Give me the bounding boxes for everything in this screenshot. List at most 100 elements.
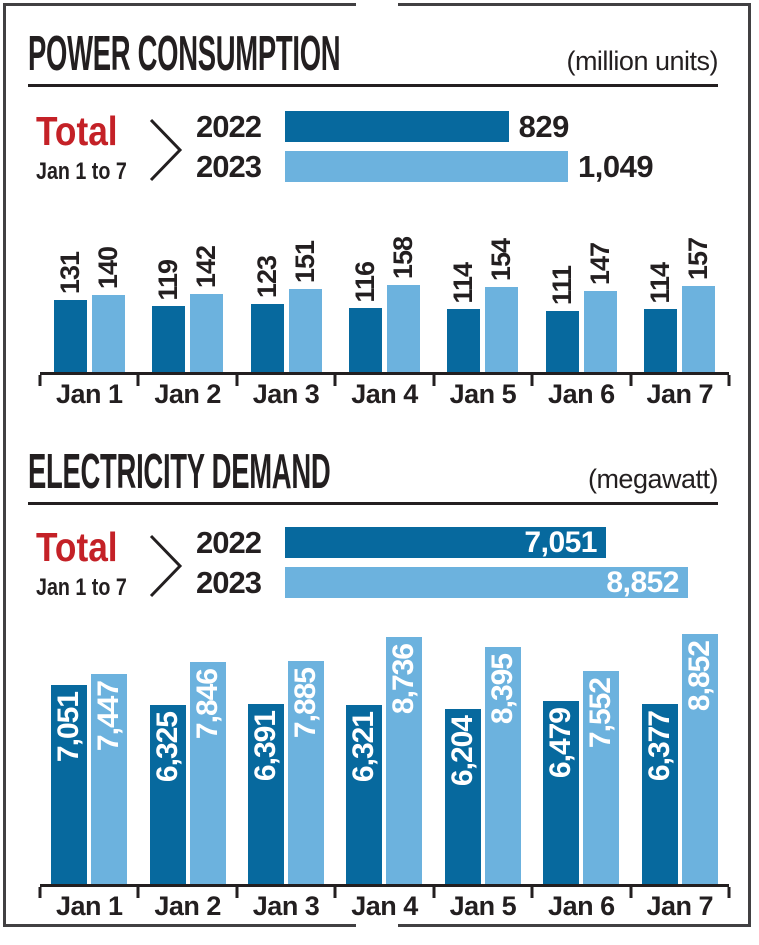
bar-2022: 119	[152, 260, 186, 372]
bar-value-label: 7,552	[584, 677, 618, 748]
chevron-right-icon	[149, 534, 183, 598]
daily-bar: 8,852	[681, 634, 718, 884]
plot-area: 7,051 7,447 6,325 7,846 6,391 7,885 6,321 8,736…	[40, 634, 729, 884]
bar-2022: 6,479	[543, 701, 580, 884]
chart-units-label: (million units)	[566, 46, 718, 76]
bar-2022: 6,377	[641, 703, 678, 884]
daily-bar	[386, 285, 420, 372]
day-label: Jan 7	[646, 891, 714, 921]
total-bars: 2022 7,051 2023 8,852	[196, 524, 688, 600]
day-label: Jan 6	[548, 379, 615, 409]
axis-tick	[530, 375, 534, 386]
day-label: Jan 5	[449, 379, 517, 409]
bar-2023: 158	[386, 237, 420, 372]
bar-2022: 6,391	[248, 703, 285, 884]
daily-bar	[485, 287, 519, 372]
axis-tick	[629, 375, 633, 386]
daily-bar: 6,391	[248, 703, 285, 884]
total-value: 1,049	[578, 148, 654, 184]
day-group: 116 158	[335, 237, 433, 372]
axis-tick	[727, 887, 731, 898]
bar-2023: 8,395	[484, 646, 521, 884]
bar-2022: 114	[447, 263, 481, 372]
daily-bar: 6,325	[149, 705, 186, 884]
section-header: ELECTRICITY DEMAND (megawatt)	[28, 440, 719, 498]
bar-value-label: 6,479	[544, 708, 578, 779]
day-label: Jan 5	[449, 891, 517, 921]
day-group: 6,321 8,736	[335, 637, 433, 884]
axis-tick	[235, 375, 239, 386]
bar-2022: 6,325	[149, 705, 186, 884]
year-label: 2022	[196, 524, 262, 560]
day-label: Jan 1	[55, 891, 123, 921]
daily-bar	[583, 291, 617, 372]
total-date-range: Jan 1 to 7	[36, 574, 127, 601]
daily-bar: 6,377	[641, 703, 678, 884]
daily-bar: 7,846	[189, 662, 226, 884]
bar-value-label: 6,321	[347, 712, 381, 783]
bar-2023: 140	[91, 247, 125, 372]
year-label: 2022	[196, 108, 262, 144]
daily-bar-chart: 7,051 7,447 6,325 7,846 6,391 7,885 6,321 8,736…	[38, 634, 731, 922]
day-label: Jan 4	[351, 379, 418, 409]
day-group: 7,051 7,447	[40, 673, 138, 884]
totals-caption: Total Jan 1 to 7	[36, 527, 166, 600]
bar-value-label: 6,204	[445, 715, 479, 786]
day-group: 114 154	[434, 239, 532, 372]
plot-area: 131 140 119 142 123 151 116 158 114 154 111 147 114 1…	[40, 222, 729, 372]
total-value: 829	[518, 108, 570, 144]
x-axis	[38, 372, 731, 387]
axis-tick	[38, 375, 42, 386]
x-axis-labels: Jan 1 Jan 2 Jan 3 Jan 4 Jan 5 Jan 6 Jan 7	[40, 891, 729, 922]
day-group: 6,325 7,846	[138, 662, 236, 884]
bar-value-label: 6,325	[150, 712, 184, 783]
axis-tick	[38, 887, 42, 898]
bar-2022: 111	[545, 266, 579, 372]
bar-value-label: 6,377	[642, 710, 676, 781]
day-group: 111 147	[532, 243, 630, 372]
bar-2023: 7,552	[583, 670, 620, 884]
day-label: Jan 1	[55, 379, 123, 409]
axis-tick	[136, 375, 140, 386]
daily-bar: 8,395	[484, 646, 521, 884]
axis-tick	[530, 887, 534, 898]
day-label: Jan 2	[154, 379, 221, 409]
chart-title: POWER CONSUMPTION	[28, 26, 341, 81]
total-row: 2023 8,852	[196, 564, 688, 600]
daily-bar	[91, 294, 125, 372]
axis-tick	[432, 375, 436, 386]
day-label: Jan 2	[154, 891, 221, 921]
bar-value-label: 7,447	[92, 680, 126, 751]
bar-2023: 151	[288, 241, 322, 372]
daily-bar: 8,736	[386, 637, 423, 884]
axis-tick	[629, 887, 633, 898]
total-value: 7,051	[524, 525, 597, 559]
day-group: 131 140	[40, 247, 138, 372]
total-label: Total	[36, 524, 118, 570]
day-label: Jan 4	[351, 891, 418, 921]
day-group: 6,377 8,852	[631, 634, 729, 884]
daily-bar-chart: 131 140 119 142 123 151 116 158 114 154 111 147 114 1…	[38, 222, 731, 410]
daily-bar: 6,479	[543, 701, 580, 884]
bar-value-label: 7,846	[190, 669, 224, 740]
axis-tick	[727, 375, 731, 386]
day-group: 119 142	[138, 246, 236, 372]
axis-tick	[432, 887, 436, 898]
bar-2023: 8,736	[386, 637, 423, 884]
daily-bar: 7,552	[583, 670, 620, 884]
bar-2022: 114	[644, 263, 678, 372]
total-row: 2022 7,051	[196, 524, 688, 560]
day-label: Jan 7	[646, 379, 714, 409]
bar-2022: 6,204	[444, 708, 481, 884]
chart-units-label: (megawatt)	[587, 464, 719, 494]
day-label: Jan 6	[548, 891, 615, 921]
frame-gap-bottom	[356, 920, 398, 928]
daily-bar	[545, 310, 579, 372]
daily-bar	[190, 293, 224, 372]
total-date-range: Jan 1 to 7	[36, 158, 127, 185]
bar-2022: 116	[348, 262, 382, 372]
bar-2022: 7,051	[51, 684, 88, 884]
year-label: 2023	[196, 564, 262, 600]
